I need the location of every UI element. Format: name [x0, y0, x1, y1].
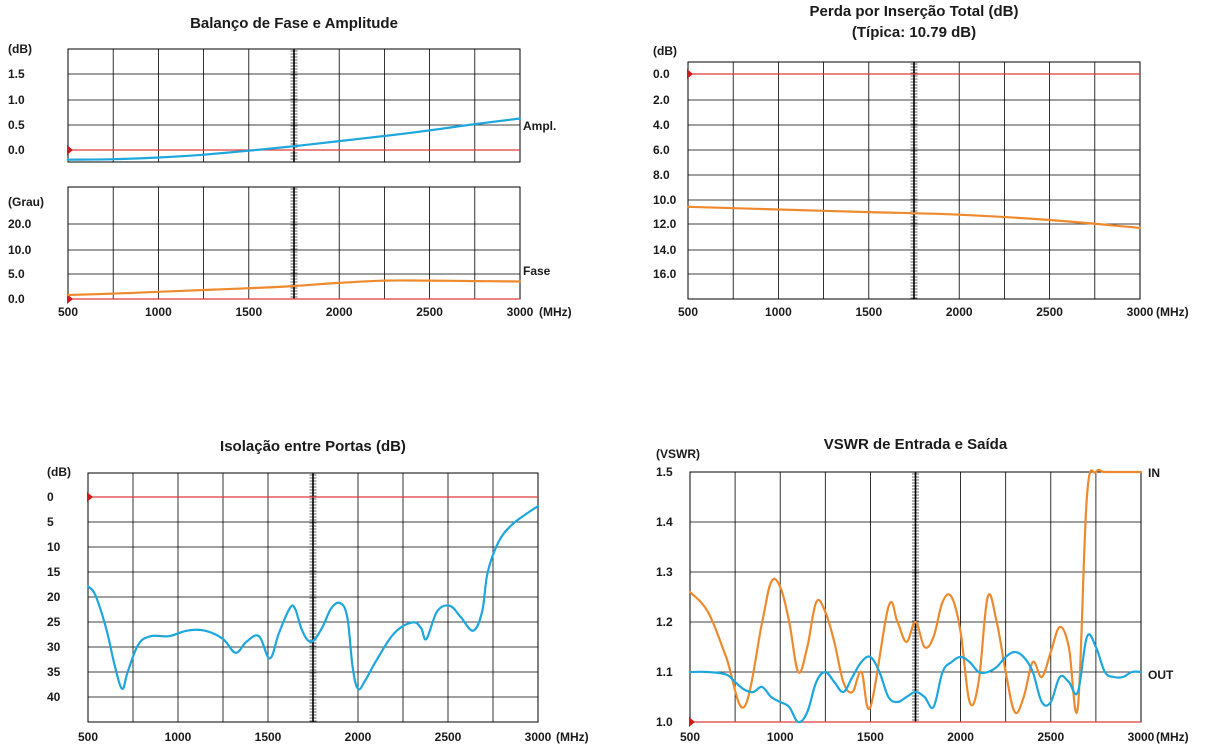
- chart-3: Isolação entre Portas (dB) 0 5 10 15 20 25 30 35…: [47, 438, 589, 744]
- reference-marker: [67, 145, 73, 155]
- y-axis-unit: (dB): [47, 465, 71, 479]
- series-line: [688, 468, 1143, 715]
- y-tick-label: 20.0: [8, 217, 32, 231]
- plot-panel: 1.5 1.0 0.5 0.0 (dB) Ampl.: [8, 42, 556, 163]
- x-tick-label: 3000: [1128, 730, 1155, 744]
- reference-marker: [689, 717, 695, 727]
- series-label: Ampl.: [523, 119, 556, 133]
- x-tick-label: 500: [58, 305, 78, 319]
- x-tick-label: 1500: [857, 730, 884, 744]
- y-axis-unit: (VSWR): [656, 447, 700, 461]
- y-tick-label: 0.0: [653, 67, 670, 81]
- y-tick-label: 5: [47, 515, 54, 529]
- x-tick-label: 3000: [525, 730, 552, 744]
- x-tick-label: 1500: [235, 305, 262, 319]
- series-line: [66, 117, 522, 161]
- plot-panel: 0 5 10 15 20 25 30 35 40 (dB): [47, 465, 540, 723]
- x-tick-label: 1500: [855, 305, 882, 319]
- y-tick-label: 1.1: [656, 665, 673, 679]
- plot-panel: 0.0 2.0 4.0 6.0 8.0 10.0 12.0 14.0 16.0 (dB): [653, 44, 1142, 300]
- y-tick-label: 0.5: [8, 118, 25, 132]
- x-tick-label: 3000: [507, 305, 534, 319]
- y-tick-label: 35: [47, 665, 61, 679]
- chart-title: Isolação entre Portas (dB): [220, 438, 406, 455]
- plot-panel: 1.5 1.4 1.3 1.2 1.1 1.0 (VSWR) IN OUT: [656, 447, 1174, 729]
- chart-title: Balanço de Fase e Amplitude: [190, 15, 398, 32]
- reference-marker: [87, 492, 93, 502]
- y-tick-label: 0.0: [8, 143, 25, 157]
- series-line: [686, 205, 1142, 229]
- y-tick-label: 0: [47, 490, 54, 504]
- y-tick-label: 1.5: [8, 67, 25, 81]
- y-axis-unit: (dB): [653, 44, 677, 58]
- y-tick-label: 40: [47, 690, 61, 704]
- y-tick-label: 1.4: [656, 515, 673, 529]
- series-label: Fase: [523, 264, 551, 278]
- reference-marker: [687, 69, 693, 79]
- y-tick-label: 12.0: [653, 217, 677, 231]
- plot-panel: 20.0 10.0 5.0 0.0 (Grau) Fase: [8, 186, 551, 306]
- series-line: [66, 279, 522, 297]
- y-tick-label: 5.0: [8, 267, 25, 281]
- y-tick-label: 10.0: [653, 193, 677, 207]
- chart-4: VSWR de Entrada e Saída1.51.41.31.21.11.…: [656, 436, 1189, 744]
- x-tick-label: 2000: [946, 305, 973, 319]
- chart-2: Perda por Inserção Total (dB) (Típica: 10…: [653, 3, 1189, 319]
- x-axis-unit: (MHz): [1156, 305, 1189, 319]
- x-tick-label: 2000: [326, 305, 353, 319]
- x-tick-label: 2500: [1036, 305, 1063, 319]
- y-tick-label: 1.0: [8, 93, 25, 107]
- x-tick-label: 2000: [947, 730, 974, 744]
- x-tick-label: 1500: [255, 730, 282, 744]
- chart-1: Balanço de Fase e Amplitude 1.5 1.0 0.5 0.0 (…: [8, 15, 572, 319]
- y-tick-label: 4.0: [653, 118, 670, 132]
- x-tick-label: 1000: [165, 730, 192, 744]
- chart-title: (Típica: 10.79 dB): [852, 24, 976, 41]
- x-tick-label: 500: [678, 305, 698, 319]
- chart-title: Perda por Inserção Total (dB): [810, 3, 1019, 20]
- series-label: OUT: [1148, 668, 1174, 682]
- y-tick-label: 10: [47, 540, 61, 554]
- y-tick-label: 14.0: [653, 243, 677, 257]
- x-tick-label: 1000: [767, 730, 794, 744]
- y-tick-label: 25: [47, 615, 61, 629]
- series-line: [688, 633, 1143, 724]
- x-tick-label: 1000: [765, 305, 792, 319]
- y-tick-label: 8.0: [653, 168, 670, 182]
- reference-marker: [67, 294, 73, 304]
- y-tick-label: 20: [47, 590, 61, 604]
- y-tick-label: 1.0: [656, 715, 673, 729]
- y-axis-unit: (Grau): [8, 195, 44, 209]
- y-axis-unit: (dB): [8, 42, 32, 56]
- y-tick-label: 1.5: [656, 465, 673, 479]
- x-tick-label: 2500: [1037, 730, 1064, 744]
- y-tick-label: 30: [47, 640, 61, 654]
- y-tick-label: 15: [47, 565, 61, 579]
- y-tick-label: 2.0: [653, 93, 670, 107]
- x-tick-label: 500: [680, 730, 700, 744]
- series-label: IN: [1148, 466, 1160, 480]
- y-tick-label: 1.2: [656, 615, 673, 629]
- x-axis-unit: (MHz): [539, 305, 572, 319]
- x-tick-label: 2000: [345, 730, 372, 744]
- y-tick-label: 6.0: [653, 143, 670, 157]
- y-tick-label: 16.0: [653, 267, 677, 281]
- y-tick-label: 1.3: [656, 565, 673, 579]
- x-axis-unit: (MHz): [1156, 730, 1189, 744]
- y-tick-label: 0.0: [8, 292, 25, 306]
- x-tick-label: 2500: [416, 305, 443, 319]
- series-line: [86, 505, 540, 691]
- x-tick-label: 2500: [435, 730, 462, 744]
- x-tick-label: 500: [78, 730, 98, 744]
- x-tick-label: 1000: [145, 305, 172, 319]
- chart-title: VSWR de Entrada e Saída: [824, 436, 1008, 453]
- x-axis-unit: (MHz): [556, 730, 589, 744]
- x-tick-label: 3000: [1127, 305, 1154, 319]
- y-tick-label: 10.0: [8, 243, 32, 257]
